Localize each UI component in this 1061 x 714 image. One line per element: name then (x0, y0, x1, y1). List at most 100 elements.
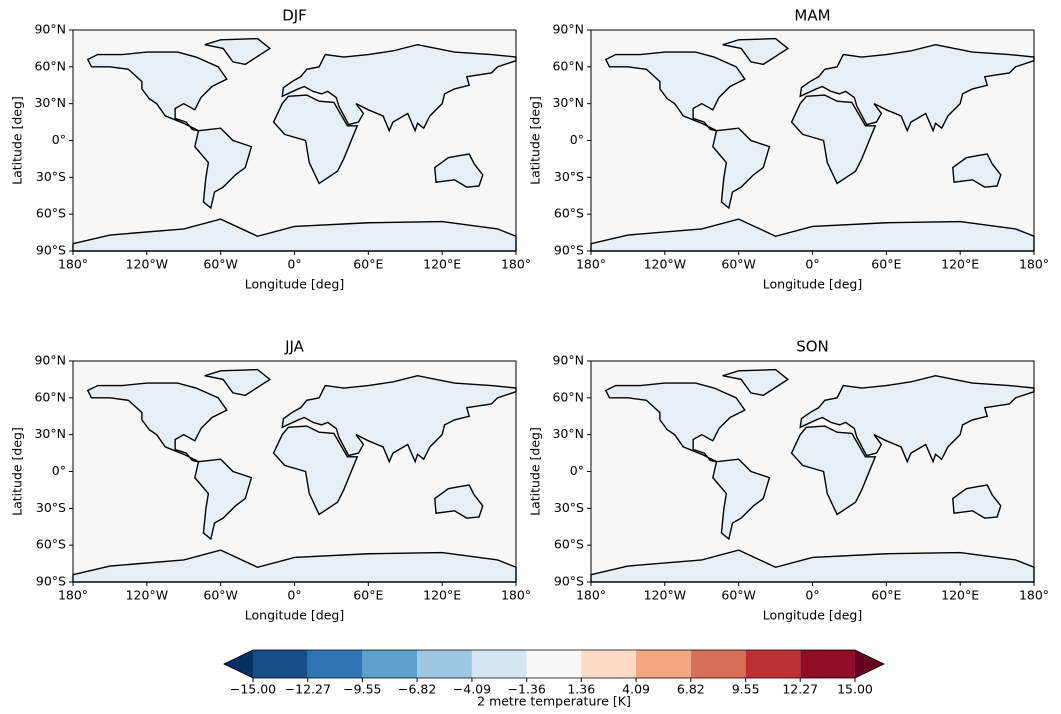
coastline (722, 368, 790, 397)
x-tick-label: 0° (805, 588, 819, 603)
coastline (952, 484, 1002, 519)
y-tick-label: 30°N (552, 426, 584, 441)
colorbar-tick-label: 6.82 (677, 682, 705, 697)
colorbar-tick-label: −15.00 (230, 682, 276, 697)
x-tick-label: 180° (501, 257, 531, 272)
coastline (272, 425, 359, 516)
x-axis-label: Longitude [deg] (763, 277, 862, 292)
y-tick-label: 60°S (554, 537, 584, 552)
y-tick-label: 60°N (34, 389, 66, 404)
coastline (790, 425, 877, 516)
y-tick-label: 90°S (36, 243, 66, 258)
panel-title: MAM (794, 7, 830, 25)
coastline (722, 37, 790, 66)
x-tick-label: 60°W (203, 588, 238, 603)
y-tick-label: 60°N (552, 389, 584, 404)
coastline (434, 153, 484, 188)
y-tick-label: 90°N (552, 353, 584, 368)
x-tick-label: 60°W (203, 257, 238, 272)
colorbar-tick-label: 9.55 (732, 682, 760, 697)
colorbar-tick-label: −6.82 (398, 682, 436, 697)
y-tick-label: 30°N (34, 95, 66, 110)
colorbar-bin (745, 650, 801, 678)
y-tick-label: 0° (52, 463, 66, 478)
coastline (712, 458, 771, 541)
colorbar-tick-label: −9.55 (343, 682, 381, 697)
x-tick-label: 120°W (126, 588, 168, 603)
y-tick-label: 60°N (552, 58, 584, 73)
colorbar-tick-label: 15.00 (837, 682, 873, 697)
colorbar-bin (253, 650, 308, 678)
x-axis-label: Longitude [deg] (245, 277, 344, 292)
colorbar-bin (636, 650, 691, 678)
y-tick-label: 30°S (36, 500, 66, 515)
x-tick-label: 0° (287, 257, 301, 272)
x-tick-label: 180° (58, 257, 88, 272)
coastline (434, 484, 484, 519)
x-tick-label: 120°E (423, 588, 461, 603)
x-tick-label: 60°E (871, 588, 901, 603)
panel-title: DJF (282, 7, 307, 25)
coastline (604, 51, 746, 132)
y-tick-label: 90°S (554, 574, 584, 589)
colorbar-tick-label: −12.27 (285, 682, 331, 697)
y-tick-label: 30°S (554, 500, 584, 515)
y-tick-label: 90°S (36, 574, 66, 589)
coastline (204, 368, 272, 397)
panel-title: JJA (284, 338, 305, 356)
colorbar-bin (307, 650, 363, 678)
x-tick-label: 60°E (353, 588, 383, 603)
x-tick-label: 60°E (871, 257, 901, 272)
colorbar-label: 2 metre temperature [K] (477, 694, 631, 709)
x-tick-label: 120°W (126, 257, 168, 272)
coastline (604, 382, 746, 463)
coastline (204, 37, 272, 66)
x-tick-label: 0° (805, 257, 819, 272)
y-tick-label: 30°N (34, 426, 66, 441)
y-tick-label: 90°N (34, 22, 66, 37)
x-tick-label: 180° (576, 588, 606, 603)
y-tick-label: 0° (52, 132, 66, 147)
y-tick-label: 90°N (552, 22, 584, 37)
y-tick-label: 60°S (36, 206, 66, 221)
coastline (952, 153, 1002, 188)
x-tick-label: 120°E (941, 257, 979, 272)
coastline (281, 44, 517, 133)
coastline (799, 44, 1035, 133)
colorbar-under (224, 650, 253, 678)
y-axis-label: Latitude [deg] (528, 96, 543, 185)
coastline (86, 51, 228, 132)
y-axis-label: Latitude [deg] (10, 96, 25, 185)
x-tick-label: 120°W (644, 257, 686, 272)
colorbar-tick-label: 4.09 (622, 682, 650, 697)
y-tick-label: 0° (570, 463, 584, 478)
y-tick-label: 90°S (554, 243, 584, 258)
x-tick-label: 120°W (644, 588, 686, 603)
colorbar-bin (800, 650, 855, 678)
x-tick-label: 60°W (721, 257, 756, 272)
colorbar-bin (526, 650, 582, 678)
colorbar-over (855, 650, 884, 678)
y-tick-label: 30°S (36, 169, 66, 184)
y-tick-label: 60°S (36, 537, 66, 552)
x-tick-label: 180° (58, 588, 88, 603)
panel-title: SON (796, 338, 829, 356)
y-tick-label: 30°S (554, 169, 584, 184)
y-tick-label: 60°S (554, 206, 584, 221)
x-tick-label: 120°E (941, 588, 979, 603)
y-tick-label: 30°N (552, 95, 584, 110)
y-tick-label: 0° (570, 132, 584, 147)
x-tick-label: 180° (1019, 588, 1049, 603)
coastline (194, 127, 253, 210)
coastline (86, 382, 228, 463)
colorbar-tick-label: 1.36 (567, 682, 595, 697)
coastline (790, 94, 877, 185)
colorbar-tick-label: −1.36 (508, 682, 546, 697)
x-tick-label: 60°W (721, 588, 756, 603)
coastline (281, 375, 517, 464)
coastline (272, 94, 359, 185)
colorbar-tick-label: −4.09 (453, 682, 491, 697)
colorbar-tick-label: 12.27 (782, 682, 818, 697)
y-tick-label: 90°N (34, 353, 66, 368)
